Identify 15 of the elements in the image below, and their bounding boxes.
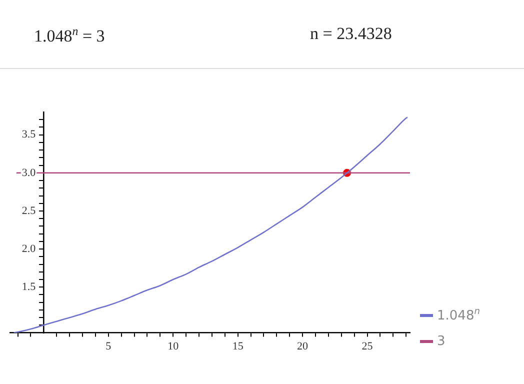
y-tick-label: 2.5 [22, 204, 36, 217]
x-tick-label: 25 [362, 340, 374, 352]
y-tick-label: 3.5 [22, 128, 36, 141]
line-series [13, 116, 408, 333]
legend-label: 3 [437, 334, 446, 348]
x-tick-label: 15 [232, 340, 244, 352]
y-tick-label: 2.0 [22, 242, 36, 255]
y-tick-label: 3.0 [22, 166, 36, 179]
chart-title: 1.048$^{n}$ = 3 [34, 24, 105, 47]
x-tick-label: 10 [168, 340, 180, 352]
text: n = 23.4328 [310, 24, 392, 44]
x-tick-label: 5 [106, 340, 112, 352]
x-tick-label: 20 [297, 340, 309, 352]
y-tick-label: 1.5 [22, 281, 36, 294]
legend-label: 1.048$^{n}$ [437, 306, 480, 324]
